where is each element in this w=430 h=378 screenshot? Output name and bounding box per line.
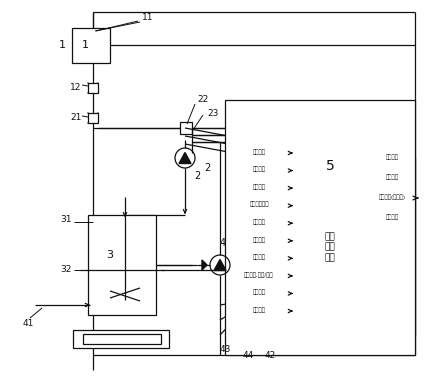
Bar (225, 100, 415, 355)
Text: 4: 4 (220, 238, 226, 248)
Polygon shape (202, 260, 207, 270)
Text: 温度信号,重量/频率: 温度信号,重量/频率 (244, 272, 274, 278)
Text: 1: 1 (82, 40, 89, 51)
Text: 43: 43 (219, 345, 230, 355)
Text: 32: 32 (60, 265, 72, 274)
Bar (73, 330, 169, 348)
Bar (83, 334, 161, 344)
Text: 44: 44 (243, 350, 254, 359)
Text: 开关控制: 开关控制 (386, 174, 399, 180)
Text: 2: 2 (194, 171, 200, 181)
Bar (180, 122, 192, 134)
Text: 流量信号: 流量信号 (252, 184, 265, 190)
Polygon shape (214, 260, 226, 271)
Text: 31: 31 (60, 215, 72, 225)
Text: 重量信号: 重量信号 (252, 307, 265, 313)
Text: 频率信号: 频率信号 (252, 237, 265, 243)
Text: 11: 11 (142, 14, 154, 23)
Bar (88, 215, 156, 315)
Text: 22: 22 (197, 96, 209, 104)
Text: 动力调节(参考値): 动力调节(参考値) (378, 194, 405, 200)
Text: 开关信号: 开关信号 (252, 167, 265, 172)
Text: 温度信号: 温度信号 (252, 219, 265, 225)
Bar (72, 28, 110, 63)
Text: 动力退剪开关: 动力退剪开关 (249, 202, 269, 208)
Text: 1: 1 (58, 40, 65, 50)
Text: 频率控制: 频率控制 (386, 214, 399, 220)
Text: 23: 23 (207, 108, 219, 118)
Polygon shape (179, 152, 191, 164)
Text: 12: 12 (71, 84, 82, 93)
Text: 42: 42 (264, 350, 276, 359)
Bar (293, 148, 367, 316)
Text: 自动
调节
系统: 自动 调节 系统 (325, 232, 335, 262)
Text: 2: 2 (204, 163, 210, 173)
Text: 5: 5 (326, 159, 335, 173)
Text: 41: 41 (22, 319, 34, 327)
Text: 重量信号: 重量信号 (252, 149, 265, 155)
Text: 重量信号: 重量信号 (252, 254, 265, 260)
Text: 21: 21 (71, 113, 82, 122)
Text: 3: 3 (107, 250, 114, 260)
Bar (88, 113, 98, 123)
Bar (88, 83, 98, 93)
Text: 重量信号: 重量信号 (252, 290, 265, 295)
Text: 流量调节: 流量调节 (386, 154, 399, 160)
